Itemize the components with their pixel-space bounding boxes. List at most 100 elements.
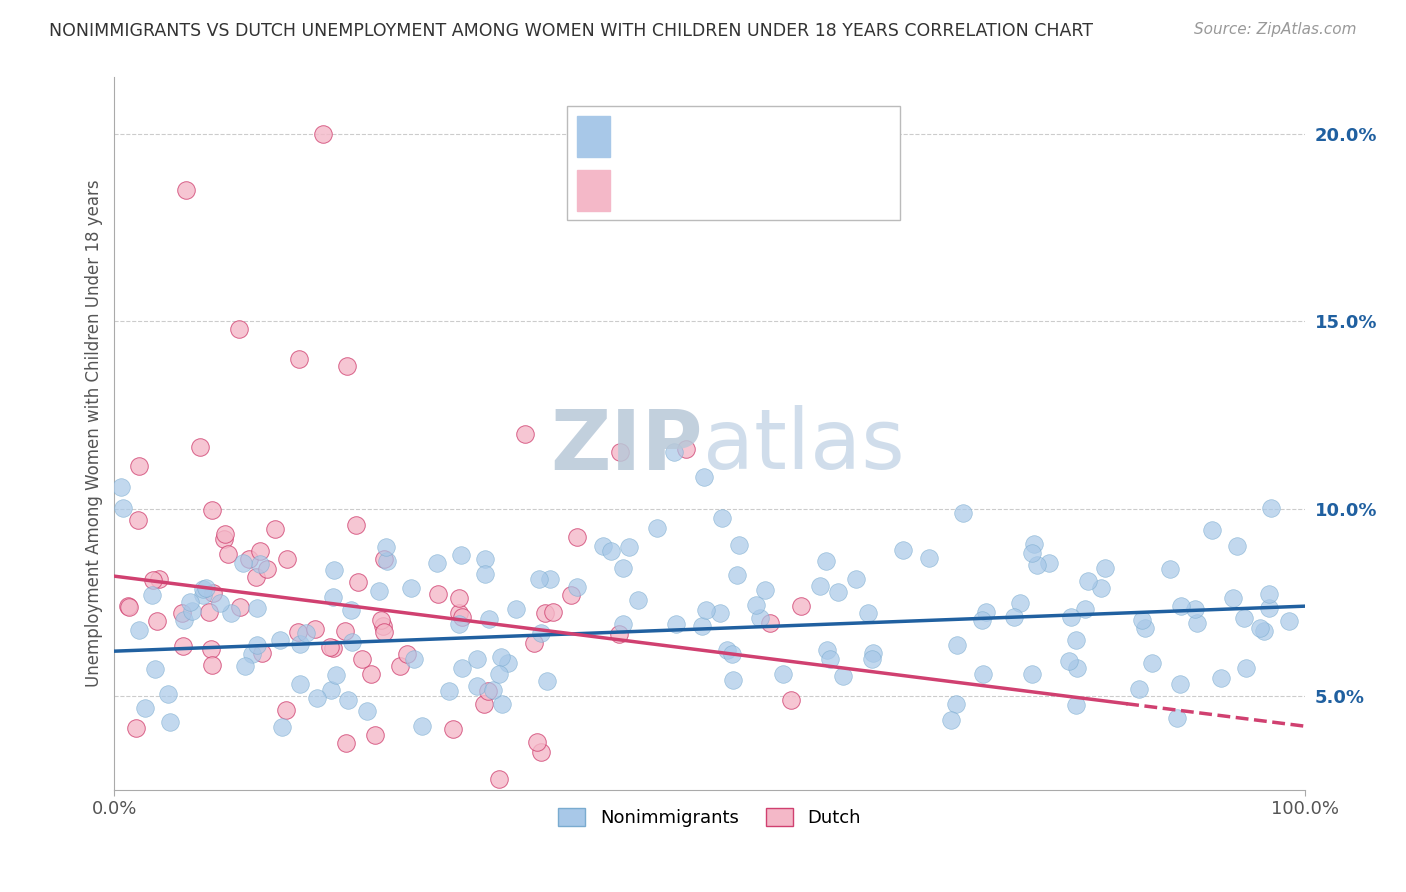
Point (772, 667, 794, 681)
Point (541, 605, 564, 619)
Point (527, 572, 550, 586)
Point (235, 659, 257, 673)
Point (808, 578, 831, 592)
Point (1090, 582, 1112, 596)
Point (675, 442, 697, 456)
Point (1021, 667, 1043, 681)
Point (972, 666, 994, 681)
Point (179, 595, 201, 609)
Point (472, 698, 495, 712)
Point (356, 704, 378, 718)
Point (1094, 560, 1116, 574)
Point (319, 640, 342, 655)
Point (127, 513, 149, 527)
Point (197, 605, 219, 619)
Point (1278, 614, 1301, 628)
Point (478, 612, 501, 626)
Point (249, 544, 271, 558)
Point (918, 550, 941, 565)
Point (815, 554, 838, 568)
Point (600, 543, 623, 558)
Point (208, 596, 231, 610)
Point (1066, 661, 1088, 675)
Point (238, 552, 260, 566)
Point (1233, 611, 1256, 625)
Point (217, 547, 239, 561)
Point (565, 581, 588, 595)
Point (1038, 557, 1060, 571)
Point (352, 652, 374, 666)
Point (1201, 523, 1223, 537)
Point (1249, 621, 1271, 635)
Point (256, 562, 278, 576)
Point (627, 592, 650, 607)
Point (128, 459, 150, 474)
Point (609, 627, 631, 641)
Point (399, 581, 422, 595)
Point (173, 613, 195, 627)
Point (523, 636, 546, 650)
Point (228, 321, 250, 335)
Point (941, 713, 963, 727)
Point (530, 745, 553, 759)
Point (711, 510, 734, 524)
Point (1184, 602, 1206, 616)
Point (1222, 591, 1244, 606)
Point (690, 619, 713, 633)
Point (1022, 537, 1045, 551)
Point (540, 572, 562, 586)
Point (609, 445, 631, 459)
Point (465, 652, 488, 666)
Point (319, 682, 342, 697)
Point (240, 647, 263, 661)
Point (465, 679, 488, 693)
Point (143, 662, 166, 676)
Point (276, 552, 298, 566)
Point (728, 537, 751, 551)
Point (374, 541, 396, 555)
Point (451, 609, 474, 624)
Point (1074, 602, 1097, 616)
Point (831, 669, 853, 683)
Point (818, 651, 841, 665)
Point (335, 359, 357, 374)
Point (364, 728, 387, 742)
Point (709, 606, 731, 620)
Point (325, 668, 347, 682)
Point (780, 693, 803, 707)
Point (645, 521, 668, 535)
Point (1234, 661, 1257, 675)
Point (1170, 599, 1192, 613)
Point (214, 533, 236, 547)
Point (491, 698, 513, 712)
Point (534, 607, 557, 621)
Point (340, 603, 363, 617)
Point (322, 590, 344, 604)
Point (482, 683, 505, 698)
Point (858, 606, 880, 620)
Point (1260, 500, 1282, 515)
Point (142, 573, 165, 587)
Point (1253, 624, 1275, 638)
Point (295, 626, 318, 640)
Point (449, 591, 471, 605)
Point (860, 652, 883, 666)
Text: atlas: atlas (703, 406, 904, 486)
Point (759, 615, 782, 630)
Point (322, 641, 344, 656)
Point (1135, 621, 1157, 635)
Point (304, 622, 326, 636)
Point (389, 659, 412, 673)
Point (170, 606, 193, 620)
Point (1140, 657, 1163, 671)
Point (1130, 613, 1153, 627)
Point (477, 684, 499, 698)
Point (536, 674, 558, 689)
Point (745, 599, 768, 613)
Point (201, 657, 224, 672)
Point (565, 530, 588, 544)
Point (1077, 574, 1099, 589)
Point (180, 604, 202, 618)
Point (1159, 561, 1181, 575)
Point (249, 557, 271, 571)
